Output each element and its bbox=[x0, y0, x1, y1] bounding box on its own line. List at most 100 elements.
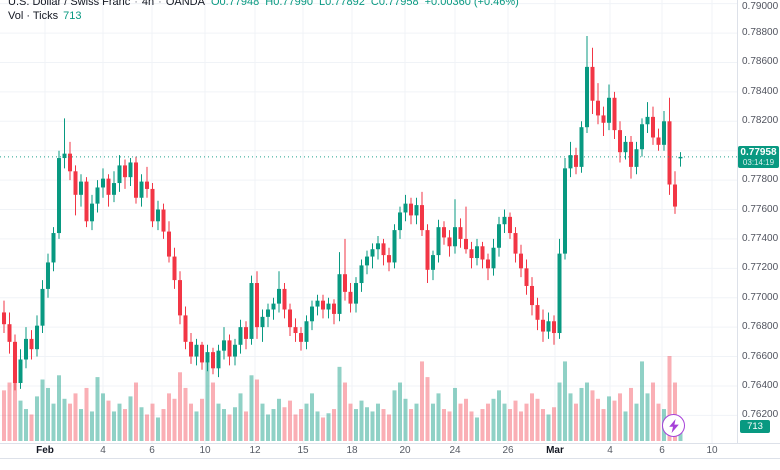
volume-bar bbox=[73, 393, 78, 441]
candle-body bbox=[332, 303, 336, 314]
volume-bar bbox=[667, 356, 672, 441]
price-tick-label: 0.78600 bbox=[742, 56, 779, 68]
candle-body bbox=[359, 265, 364, 284]
price-axis[interactable]: 0.790000.788000.786000.784000.782000.780… bbox=[737, 0, 780, 443]
time-tick-label: 6 bbox=[149, 445, 155, 456]
volume-bar bbox=[211, 382, 215, 441]
candle-body bbox=[607, 97, 611, 123]
interval-label[interactable]: 4h bbox=[141, 0, 155, 8]
candle-body bbox=[409, 203, 413, 216]
candle-body bbox=[425, 230, 430, 270]
volume-bar bbox=[519, 411, 523, 441]
volume-bar bbox=[629, 387, 633, 441]
volume-bar bbox=[414, 403, 419, 441]
volume-bar bbox=[656, 403, 661, 441]
candle-body bbox=[90, 203, 94, 222]
candle-body bbox=[502, 216, 507, 225]
volume-indicator-label[interactable]: Vol · Ticks bbox=[8, 10, 59, 22]
candle-body bbox=[535, 305, 540, 320]
volume-bar bbox=[453, 387, 457, 441]
candle-body bbox=[145, 181, 149, 189]
volume-bar bbox=[365, 407, 369, 441]
candle-body bbox=[552, 321, 556, 334]
candle-body bbox=[381, 243, 386, 256]
volume-bar bbox=[2, 390, 6, 441]
symbol-title[interactable]: U.S. Dollar / Swiss Franc bbox=[8, 0, 131, 8]
volume-bar bbox=[645, 393, 650, 441]
candle-body bbox=[200, 344, 204, 363]
volume-bar bbox=[409, 409, 413, 441]
candle-body bbox=[348, 291, 353, 304]
candle-body bbox=[475, 246, 479, 259]
volume-bar bbox=[310, 393, 314, 441]
candle-body bbox=[464, 238, 468, 250]
candle-body bbox=[640, 124, 644, 150]
volume-bar bbox=[420, 361, 424, 441]
volume-bar bbox=[326, 413, 331, 441]
candle-body bbox=[7, 324, 12, 342]
candle-body bbox=[101, 178, 105, 188]
volume-bar bbox=[392, 390, 397, 441]
volume-bar bbox=[557, 382, 562, 441]
instant-trading-button[interactable] bbox=[662, 414, 685, 437]
volume-bar bbox=[563, 361, 567, 441]
candle-body bbox=[189, 341, 193, 357]
volume-bar bbox=[359, 400, 364, 441]
volume-bar bbox=[651, 382, 655, 441]
candle-body bbox=[436, 227, 441, 256]
volume-legend[interactable]: Vol · Ticks 713 bbox=[8, 10, 81, 22]
close-value: C0.77958 bbox=[370, 0, 419, 8]
candle-body bbox=[398, 212, 402, 231]
bar-countdown: 03:14:19 bbox=[742, 158, 775, 167]
symbol-legend[interactable]: U.S. Dollar / Swiss Franc · 4h · OANDA O0.779… bbox=[8, 0, 519, 8]
candle-body bbox=[579, 127, 584, 167]
candle-body bbox=[128, 162, 133, 178]
volume-bar bbox=[425, 377, 430, 441]
candle-body bbox=[293, 327, 298, 334]
candle-body bbox=[623, 141, 628, 153]
exchange-label[interactable]: OANDA bbox=[165, 0, 205, 8]
candle-body bbox=[519, 253, 523, 269]
candle-body bbox=[46, 262, 50, 289]
volume-bar bbox=[618, 393, 622, 441]
volume-bar bbox=[678, 432, 683, 441]
volume-bar bbox=[238, 393, 243, 441]
volume-bar bbox=[535, 398, 540, 441]
candle-body bbox=[530, 285, 534, 306]
candle-body bbox=[568, 155, 573, 169]
volume-bar bbox=[29, 414, 34, 441]
volume-bar bbox=[513, 400, 518, 441]
time-tick-label: 20 bbox=[399, 445, 411, 456]
candle-body bbox=[491, 247, 496, 269]
price-tick-label: 0.77600 bbox=[742, 203, 779, 215]
candle-body bbox=[2, 312, 6, 325]
candle-body bbox=[123, 165, 127, 178]
time-tick-label: 10 bbox=[199, 445, 211, 456]
volume-bar bbox=[381, 409, 386, 441]
change-value: +0.00360 (+0.46%) bbox=[424, 0, 519, 8]
lightning-bolt-icon bbox=[668, 418, 679, 433]
price-tick-label: 0.79000 bbox=[742, 1, 779, 12]
volume-bar bbox=[447, 411, 452, 441]
candle-body bbox=[95, 187, 100, 204]
volume-bar bbox=[486, 403, 490, 441]
time-tick-label: 4 bbox=[100, 445, 106, 456]
candle-body bbox=[447, 237, 452, 247]
candle-body bbox=[183, 315, 188, 342]
candle-body bbox=[343, 274, 347, 292]
candle-body bbox=[678, 156, 683, 159]
candle-body bbox=[651, 116, 655, 138]
candle-body bbox=[662, 121, 666, 145]
legend-separator: · bbox=[158, 0, 162, 8]
time-tick-label: 4 bbox=[607, 445, 613, 456]
volume-bar bbox=[623, 411, 628, 441]
volume-bar bbox=[436, 393, 441, 441]
volume-bar bbox=[62, 398, 67, 441]
low-value: L0.77892 bbox=[319, 0, 365, 8]
volume-bar bbox=[134, 382, 138, 441]
time-axis[interactable]: Feb 4 6 10 12 15 18 20 24 26 Mar 4 6 10 bbox=[0, 443, 780, 459]
volume-bar bbox=[458, 403, 463, 441]
volume-bar bbox=[585, 382, 589, 441]
volume-bar bbox=[156, 417, 160, 441]
